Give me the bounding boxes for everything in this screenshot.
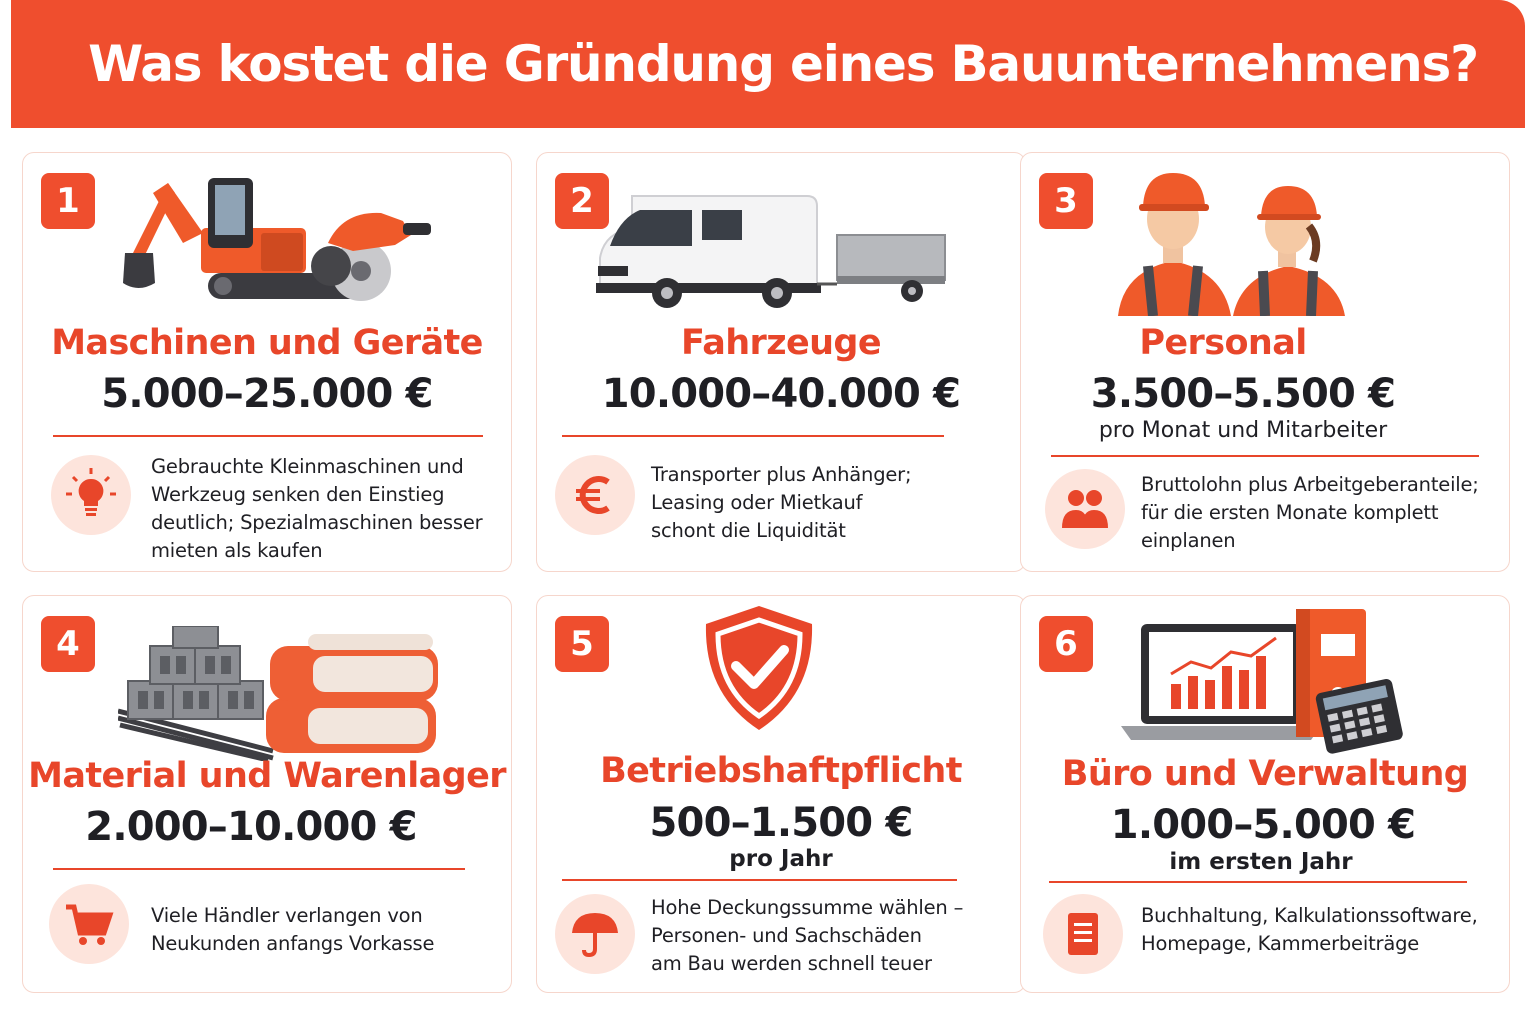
document-icon — [1058, 909, 1108, 959]
van-with-trailer-illustration — [592, 188, 952, 313]
card-number-badge: 6 — [1039, 616, 1093, 672]
card-number-badge: 3 — [1039, 173, 1093, 229]
tip-icon-circle — [49, 884, 129, 964]
card-personal: 3 Personal 3.500–5.500 € pro Monat und M… — [1020, 152, 1510, 572]
euro-icon — [570, 470, 620, 520]
card-price-unit: pro Monat und Mitarbeiter — [999, 418, 1487, 443]
card-number-badge: 1 — [41, 173, 95, 229]
tip-line: Neukunden anfangs Vorkasse — [151, 930, 434, 958]
card-maschinen: 1 Maschinen und Geräte 5.000–25.000 € Ge… — [22, 152, 512, 572]
umbrella-icon — [568, 907, 622, 961]
divider — [1051, 455, 1479, 457]
tip-line: Buchhaltung, Kalkulationssoftware, — [1141, 902, 1478, 930]
card-price: 5.000–25.000 € — [23, 371, 511, 417]
tip-icon-circle — [555, 455, 635, 535]
people-icon — [1058, 482, 1112, 536]
card-fahrzeuge: 2 Fahrzeuge 10.000–40.000 € Transporter … — [536, 152, 1026, 572]
card-price-unit: pro Jahr — [537, 846, 1025, 872]
card-price: 2.000–10.000 € — [7, 804, 495, 850]
shopping-cart-icon — [62, 897, 116, 951]
card-title: Maschinen und Geräte — [23, 323, 511, 363]
divider — [562, 879, 957, 881]
card-title: Material und Warenlager — [23, 756, 511, 796]
divider — [53, 868, 465, 870]
header-banner: Was kostet die Gründung eines Bauunterne… — [11, 0, 1525, 128]
card-number-badge: 5 — [555, 616, 609, 672]
building-materials-illustration — [118, 626, 448, 761]
tip-line: Viele Händler verlangen von — [151, 902, 434, 930]
card-price: 3.500–5.500 € — [999, 371, 1487, 417]
tip-line: Gebrauchte Kleinmaschinen und — [151, 453, 482, 481]
card-price-unit: im ersten Jahr — [1017, 849, 1505, 875]
tip-line: schont die Liquidität — [651, 517, 911, 545]
tip-line: Homepage, Kammerbeiträge — [1141, 930, 1478, 958]
card-haftpflicht: 5 Betriebshaftpflicht 500–1.500 € pro Ja… — [536, 595, 1026, 993]
card-title: Personal — [979, 323, 1467, 363]
tip-line: am Bau werden schnell teuer — [651, 950, 963, 978]
card-price: 500–1.500 € — [537, 800, 1025, 846]
tip-line: Personen- und Sachschäden — [651, 922, 963, 950]
tip-line: Hohe Deckungssumme wählen – — [651, 894, 963, 922]
divider — [1049, 881, 1467, 883]
tip-line: für die ersten Monate komplett — [1141, 499, 1479, 527]
excavator-and-saw-illustration — [113, 173, 443, 308]
tip-line: Werkzeug senken den Einstieg — [151, 481, 482, 509]
tip-line: einplanen — [1141, 527, 1479, 555]
office-illustration — [1116, 604, 1416, 754]
card-title: Büro und Verwaltung — [1021, 754, 1509, 794]
tip-icon-circle — [51, 455, 131, 535]
page-title: Was kostet die Gründung eines Bauunterne… — [58, 35, 1478, 93]
card-buero: 6 Büro und Verwaltung 1.000–5.000 € i — [1020, 595, 1510, 993]
lightbulb-icon — [61, 465, 121, 525]
tip-line: Leasing oder Mietkauf — [651, 489, 911, 517]
tip-icon-circle — [1045, 469, 1125, 549]
tip-line: Transporter plus Anhänger; — [651, 461, 911, 489]
card-number-badge: 4 — [41, 616, 95, 672]
card-title: Fahrzeuge — [537, 323, 1025, 363]
tip-line: mieten als kaufen — [151, 537, 482, 565]
tip-line: deutlich; Spezialmaschinen besser — [151, 509, 482, 537]
tip-line: Bruttolohn plus Arbeitgeberanteile; — [1141, 471, 1479, 499]
tip-icon-circle — [555, 894, 635, 974]
divider — [53, 435, 483, 437]
card-title: Betriebshaftpflicht — [537, 751, 1025, 791]
shield-check-illustration — [702, 604, 816, 732]
construction-workers-illustration — [1113, 161, 1353, 316]
tip-icon-circle — [1043, 894, 1123, 974]
divider — [562, 435, 944, 437]
card-price: 1.000–5.000 € — [1019, 802, 1507, 848]
card-material: 4 Material und Warenlager 2.000–10.000 € — [22, 595, 512, 993]
card-price: 10.000–40.000 € — [537, 371, 1025, 417]
